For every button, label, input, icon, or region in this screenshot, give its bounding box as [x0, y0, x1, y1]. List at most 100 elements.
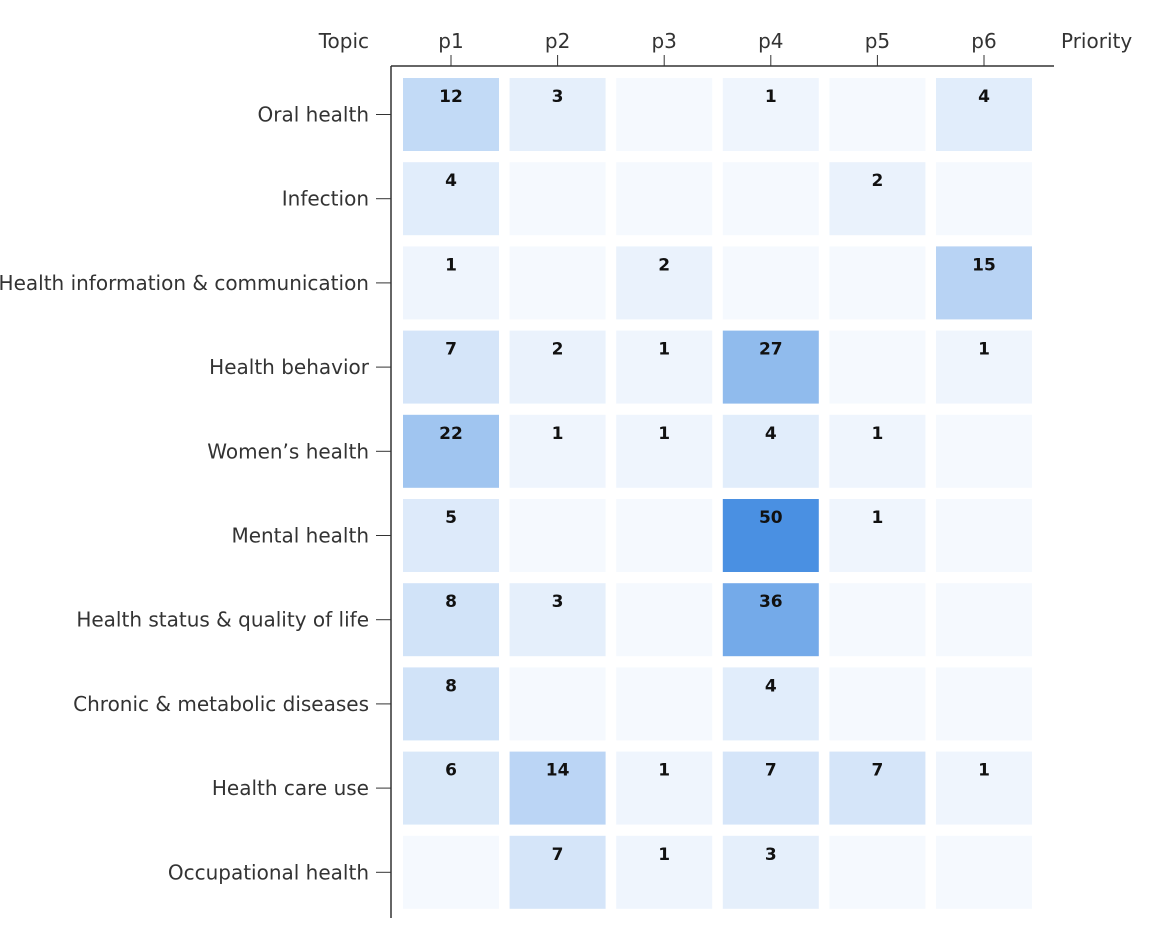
- heatmap-cell: [509, 499, 606, 572]
- cell-value-label: 14: [546, 761, 570, 781]
- column-label-p2: p2: [545, 29, 570, 53]
- heatmap-cell: [829, 499, 926, 572]
- column-label-p3: p3: [651, 29, 676, 53]
- heatmap-cell: [722, 78, 819, 151]
- cell-value-label: 1: [658, 424, 670, 444]
- heatmap-cell: [936, 835, 1032, 909]
- cell-value-label: 1: [552, 424, 564, 444]
- heatmap-cell: [509, 583, 606, 657]
- heatmap-cell: [616, 751, 713, 825]
- heatmap-cell: [403, 667, 499, 741]
- heatmap-cell: [722, 583, 819, 657]
- row-label: Mental health: [231, 524, 369, 548]
- heatmap-cell: [829, 414, 926, 488]
- heatmap-cell: [936, 246, 1032, 320]
- cell-value-label: 4: [978, 87, 990, 107]
- row-label: Oral health: [258, 103, 369, 127]
- heatmap-cell: [616, 162, 713, 236]
- cell-value-label: 7: [871, 761, 883, 781]
- cell-value-label: 22: [439, 424, 463, 444]
- heatmap-cell: [936, 78, 1032, 151]
- cell-value-label: 1: [658, 845, 670, 865]
- heatmap-cell: [616, 78, 713, 151]
- heatmap-cell: [509, 330, 606, 404]
- heatmap-cell: [936, 499, 1032, 572]
- heatmap-cell: [829, 835, 926, 909]
- cell-value-label: 4: [765, 676, 777, 696]
- heatmap-cell: [722, 162, 819, 236]
- cell-value-label: 1: [871, 424, 883, 444]
- heatmap-cell: [616, 583, 713, 657]
- cell-value-label: 1: [445, 255, 457, 275]
- heatmap-cell: [722, 835, 819, 909]
- cell-value-label: 4: [765, 424, 777, 444]
- cell-value-label: 1: [765, 87, 777, 107]
- heatmap-cell: [829, 751, 926, 825]
- cell-value-label: 1: [658, 761, 670, 781]
- row-label: Chronic & metabolic diseases: [73, 692, 369, 716]
- cell-value-label: 3: [552, 87, 564, 107]
- heatmap-cell: [509, 835, 606, 909]
- cell-value-label: 7: [552, 845, 564, 865]
- heatmap-cell: [722, 751, 819, 825]
- heatmap-cell: [403, 499, 499, 572]
- heatmap-cell: [509, 667, 606, 741]
- heatmap-cell: [829, 330, 926, 404]
- cell-value-label: 36: [759, 592, 783, 612]
- heatmap-cell: [509, 414, 606, 488]
- row-label: Infection: [282, 187, 369, 211]
- column-label-p4: p4: [758, 29, 783, 53]
- cell-value-label: 2: [658, 255, 670, 275]
- heatmap-cell: [722, 330, 819, 404]
- heatmap-cell: [403, 751, 499, 825]
- heatmap-cell: [403, 162, 499, 236]
- heatmap-cell: [509, 751, 606, 825]
- cell-value-label: 50: [759, 508, 783, 528]
- cell-value-label: 12: [439, 87, 463, 107]
- heatmap-cell: [829, 78, 926, 151]
- cell-value-label: 3: [552, 592, 564, 612]
- cell-value-label: 27: [759, 340, 783, 360]
- heatmap-cell: [403, 414, 499, 488]
- cell-value-label: 1: [978, 761, 990, 781]
- cell-value-label: 2: [871, 171, 883, 191]
- column-label-p6: p6: [971, 29, 996, 53]
- cell-value-label: 5: [445, 508, 457, 528]
- heatmap-cell: [722, 246, 819, 320]
- heatmap-cell: [403, 835, 499, 909]
- heatmap-cell: [403, 78, 499, 151]
- heatmap-cell: [509, 78, 606, 151]
- cell-value-label: 1: [658, 340, 670, 360]
- row-label: Occupational health: [168, 860, 369, 884]
- heatmap-cell: [936, 667, 1032, 741]
- cell-value-label: 6: [445, 761, 457, 781]
- heatmap-cell: [403, 246, 499, 320]
- cell-value-label: 15: [972, 255, 996, 275]
- row-axis-title: Topic: [318, 29, 369, 53]
- row-label: Health information & communication: [0, 271, 369, 295]
- heatmap-cell: [936, 414, 1032, 488]
- row-ticks: Oral health Infection Health information &…: [0, 103, 391, 884]
- heatmap-cell: [403, 583, 499, 657]
- column-ticks: p1 p2 p3 p4 p5 p6: [438, 29, 997, 66]
- heatmap-cell: [829, 162, 926, 236]
- heatmap-cell: [936, 330, 1032, 404]
- cell-value-label: 7: [445, 340, 457, 360]
- row-label: Women’s health: [207, 439, 369, 463]
- cell-value-label: 2: [552, 340, 564, 360]
- heatmap-cell: [722, 499, 819, 572]
- heatmap-cell: [616, 414, 713, 488]
- heatmap-cell: [829, 246, 926, 320]
- column-label-p5: p5: [865, 29, 890, 53]
- heatmap-cell: [829, 583, 926, 657]
- heatmap-cell: [722, 667, 819, 741]
- heatmap-cell: [509, 162, 606, 236]
- heatmap-cell: [616, 667, 713, 741]
- heatmap-cell: [403, 330, 499, 404]
- heatmap-cell: [616, 246, 713, 320]
- heatmap-cell: [936, 751, 1032, 825]
- col-axis-title: Priority: [1061, 29, 1132, 53]
- heatmap-cell: [722, 414, 819, 488]
- heatmap-cell: [616, 499, 713, 572]
